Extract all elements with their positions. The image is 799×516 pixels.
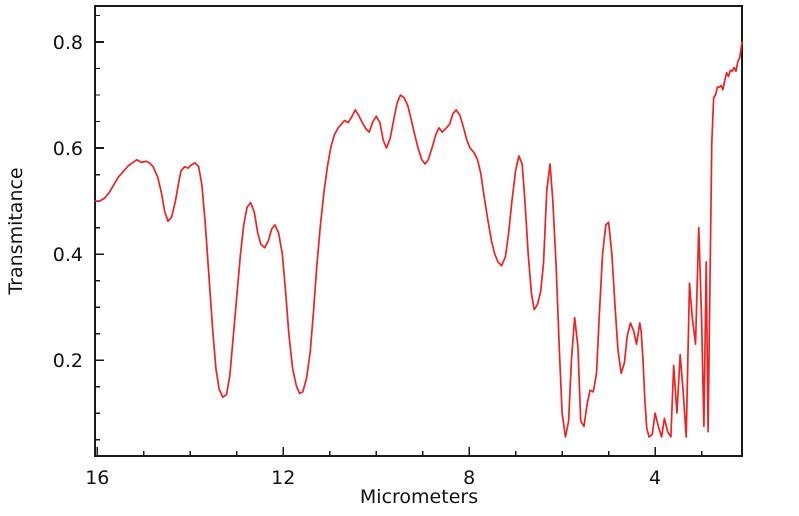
x-tick-label-12: 12 — [271, 467, 295, 489]
y-tick-label-0.8: 0.8 — [53, 32, 83, 54]
y-tick-label-0.2: 0.2 — [53, 350, 83, 372]
axes-frame — [94, 5, 743, 457]
y-tick-label-0.4: 0.4 — [53, 244, 83, 266]
y-tick-label-0.6: 0.6 — [53, 138, 83, 160]
axis-ticks — [95, 14, 703, 456]
y-axis-title: Transmitance — [5, 167, 27, 295]
plot-frame — [94, 5, 743, 457]
x-axis-title: Micrometers — [360, 486, 478, 508]
transmittance-curve — [94, 41, 743, 438]
data-series-group — [94, 41, 743, 438]
x-tick-label-4: 4 — [649, 467, 661, 489]
x-tick-label-8: 8 — [463, 467, 475, 489]
x-tick-label-16: 16 — [85, 467, 109, 489]
axis-tick-labels: 16 12 8 4 0.2 0.4 0.6 0.8 — [53, 32, 661, 489]
